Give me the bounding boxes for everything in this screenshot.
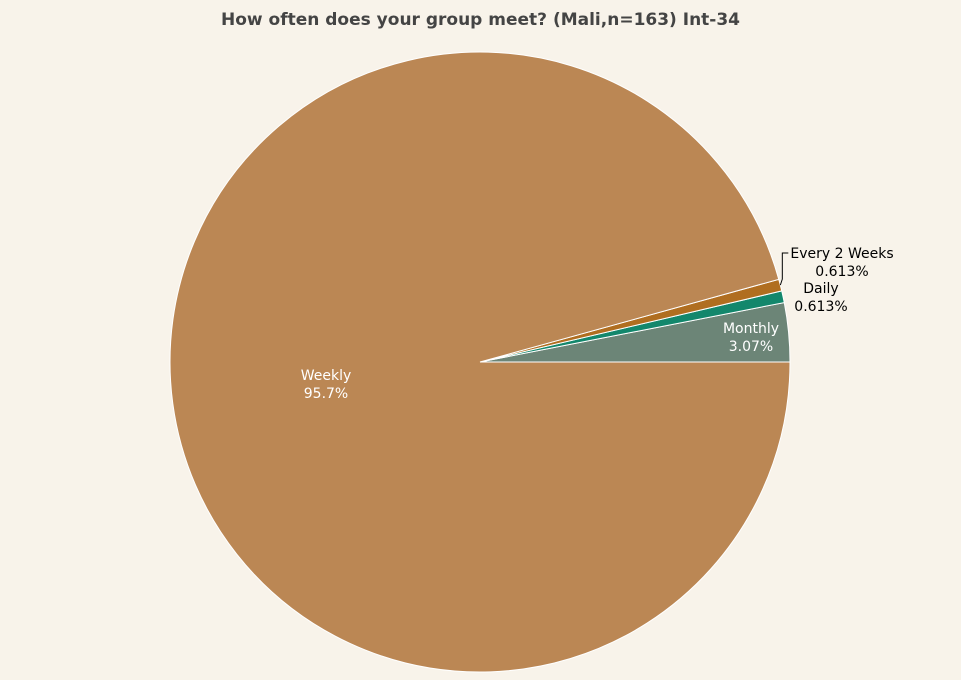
chart-title: How often does your group meet? (Mali,n=… bbox=[220, 10, 741, 30]
slice-label-daily: Daily bbox=[803, 281, 838, 297]
pie-slice-weekly[interactable] bbox=[169, 51, 791, 673]
slice-value-daily: 0.613% bbox=[794, 299, 847, 315]
leader-line-every-2-weeks bbox=[779, 252, 789, 286]
slice-value-every-2-weeks: 0.613% bbox=[815, 264, 868, 280]
slice-label-every-2-weeks: Every 2 Weeks bbox=[790, 246, 893, 262]
slice-value-weekly: 95.7% bbox=[304, 386, 348, 402]
slice-label-monthly: Monthly bbox=[723, 321, 779, 337]
slice-value-monthly: 3.07% bbox=[729, 339, 773, 355]
slice-label-weekly: Weekly bbox=[301, 368, 352, 384]
